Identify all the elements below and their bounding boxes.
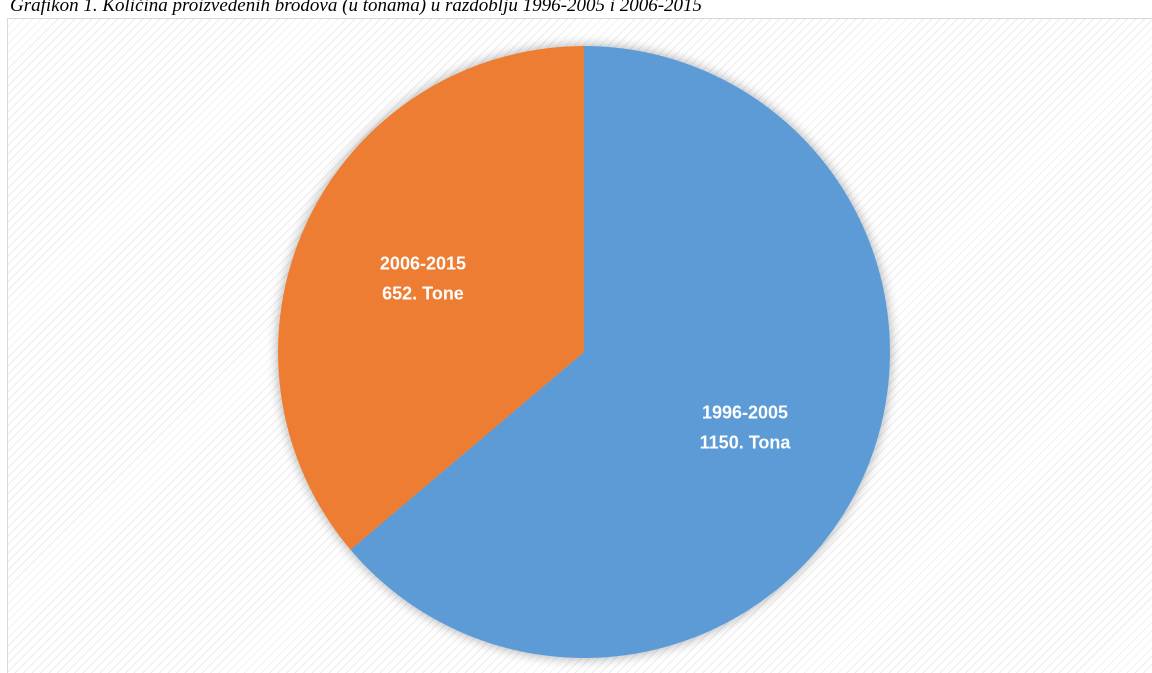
pie-slice-category: 1996-2005 xyxy=(702,403,788,423)
pie-chart: 1996-2005 1150. Tona 2006-2015 652. Tone xyxy=(278,46,890,658)
pie-slice-2006-2015 xyxy=(278,46,584,550)
pie-slice-label: 2006-2015 652. Tone xyxy=(380,253,466,303)
chart-area: 1996-2005 1150. Tona 2006-2015 652. Tone xyxy=(7,18,1152,673)
pie-slice-value: 652. Tone xyxy=(382,283,464,303)
pie-slice-1996-2005 xyxy=(350,46,890,658)
pie-slice-category: 2006-2015 xyxy=(380,253,466,273)
pie-labels: 1996-2005 1150. Tona 2006-2015 652. Tone xyxy=(380,253,791,452)
chart-caption: Grafikon 1. Količina proizvedenih brodov… xyxy=(10,0,703,16)
pie-slice-label: 1996-2005 1150. Tona xyxy=(700,403,792,453)
pie-slices xyxy=(278,46,890,658)
pie-slice-value: 1150. Tona xyxy=(700,433,792,453)
